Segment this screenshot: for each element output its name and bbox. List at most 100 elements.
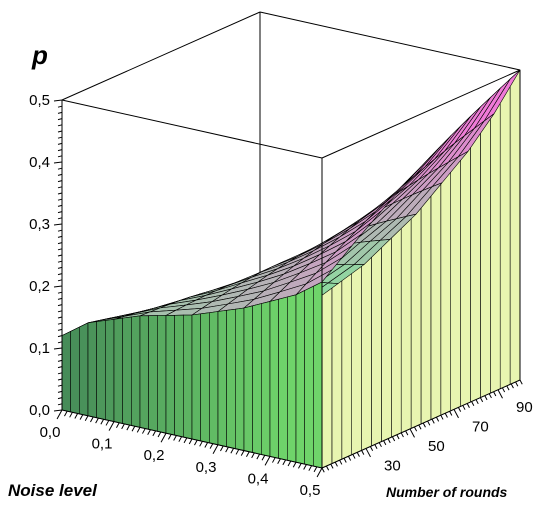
x-tick-label: 0,2: [144, 447, 165, 464]
box-edge: [61, 11, 261, 101]
y-tick-mark: [387, 438, 391, 444]
z-tick-mark: [57, 124, 63, 127]
z-tick-mark: [57, 198, 63, 201]
y-tick-mark: [510, 383, 514, 389]
x-tick-mark: [287, 460, 292, 467]
z-tick-mark: [57, 328, 63, 331]
y-tick-mark: [400, 432, 404, 438]
x-tick-mark: [240, 450, 245, 456]
y-tick-mark: [519, 379, 523, 385]
surface-mesh: [61, 69, 521, 469]
y-tick-mark: [427, 420, 431, 426]
y-tick-mark: [339, 459, 343, 465]
axis-ticks: 0,0 0,1 0,2 0,3 0,4 0,5 0,0 0,1 0,2 0,3 0,4 0,5 30 50…: [29, 92, 533, 499]
z-tick-mark: [57, 335, 63, 338]
y-tick-mark: [383, 440, 387, 446]
x-tick-mark: [116, 422, 120, 429]
z-tick-mark: [57, 316, 63, 319]
x-tick-mark: [173, 435, 177, 441]
surface-front-panel: [200, 312, 210, 444]
y-tick-mark: [334, 461, 338, 467]
surface-front-panel: [252, 303, 262, 455]
box-edge: [321, 69, 521, 159]
z-tick-mark: [57, 136, 63, 139]
y-tick-mark: [493, 391, 497, 397]
surface-front-panel: [226, 308, 236, 450]
surface-front-panel: [304, 285, 314, 467]
y-tick-mark: [488, 393, 492, 399]
surface-front-panel: [87, 321, 97, 419]
y-tick-label: 70: [472, 418, 489, 435]
z-tick-label: 0,4: [29, 154, 50, 171]
y-tick-mark: [418, 424, 422, 430]
z-tick-mark: [57, 118, 63, 121]
z-tick-mark: [57, 266, 63, 269]
z-tick-mark: [57, 273, 63, 276]
x-tick-mark: [316, 467, 323, 478]
x-tick-mark: [282, 459, 287, 466]
y-tick-mark: [422, 422, 426, 428]
y-tick-mark: [352, 454, 356, 459]
x-tick-mark: [136, 427, 141, 433]
y-tick-mark: [449, 411, 453, 416]
x-tick-mark: [246, 451, 250, 458]
surface-side-panel: [460, 115, 471, 407]
x-tick-mark: [194, 439, 198, 446]
y-tick-mark: [497, 389, 503, 399]
x-tick-mark: [261, 454, 266, 461]
z-tick-mark: [57, 260, 63, 263]
x-tick-mark: [147, 429, 151, 435]
y-tick-mark: [378, 442, 382, 448]
z-tick-mark: [57, 378, 63, 381]
y-tick-mark: [413, 426, 418, 432]
y-tick-mark: [343, 457, 347, 463]
box-edge: [321, 379, 521, 469]
y-tick-mark: [479, 397, 484, 403]
y-tick-mark: [405, 430, 409, 436]
z-tick-label: 0,3: [29, 216, 50, 233]
y-tick-mark: [444, 413, 448, 418]
x-tick-mark: [188, 438, 193, 445]
z-tick-mark: [57, 192, 63, 195]
surface-front-panel: [122, 316, 132, 426]
surface-front-panel: [243, 305, 253, 453]
z-tick-mark: [57, 390, 63, 393]
x-tick-mark: [220, 445, 224, 452]
box-edge: [259, 11, 521, 71]
x-tick-mark: [209, 443, 214, 449]
x-tick-mark: [100, 419, 105, 425]
z-tick-mark: [57, 372, 63, 375]
surface-front-panel: [70, 326, 80, 415]
surface-front-panel: [286, 294, 297, 463]
x-tick-label: 0,0: [40, 424, 61, 441]
z-tick-mark: [57, 173, 63, 176]
x-tick-mark: [95, 417, 99, 424]
z-tick-mark: [57, 297, 63, 300]
surface-front-panel: [183, 314, 193, 440]
surface-front-panel: [148, 315, 158, 432]
x-tick-mark: [204, 442, 209, 448]
x-tick-mark: [142, 428, 146, 434]
x-tick-mark: [79, 414, 84, 420]
z-tick-mark: [57, 403, 63, 406]
x-tick-mark: [251, 452, 255, 459]
z-tick-mark: [57, 322, 63, 325]
x-tick-mark: [313, 466, 318, 473]
x-tick-mark: [131, 425, 136, 432]
z-tick-mark: [57, 105, 63, 108]
y-tick-label: 90: [516, 399, 533, 416]
y-tick-mark: [361, 450, 365, 455]
y-tick-mark: [431, 418, 435, 424]
z-tick-mark: [57, 204, 63, 207]
y-tick-mark: [506, 385, 510, 391]
surface-front-panel: [105, 318, 115, 422]
z-tick-mark: [53, 409, 63, 412]
x-tick-mark: [183, 437, 188, 444]
z-tick-mark: [57, 310, 63, 313]
x-tick-mark: [69, 412, 73, 418]
y-tick-mark: [462, 405, 466, 410]
x-tick-mark: [126, 424, 131, 431]
x-tick-mark: [152, 430, 157, 437]
surface-front-panel: [61, 330, 71, 413]
surface-front-panel: [217, 309, 227, 448]
